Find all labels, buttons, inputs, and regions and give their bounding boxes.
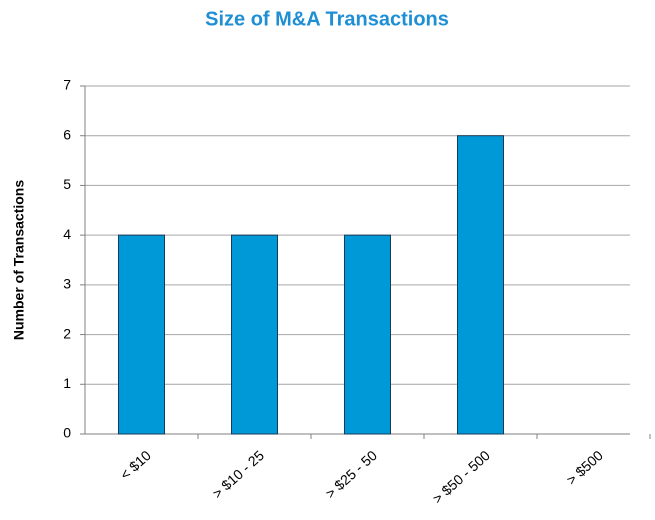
x-tick-label: > $25 - 50 [322, 447, 380, 501]
x-tick-label: > $10 - 25 [209, 447, 267, 501]
y-tick-label: 0 [63, 425, 71, 441]
x-tick-label: > $50 - 500 [429, 447, 493, 507]
chart-title: Size of M&A Transactions [205, 8, 449, 30]
bar [457, 135, 504, 435]
y-tick-label: 4 [63, 226, 71, 242]
y-tick-label: 1 [63, 375, 71, 391]
bar [344, 234, 391, 435]
y-tick-label: 6 [63, 126, 71, 142]
bar [231, 234, 278, 435]
y-axis-label: Number of Transactions [11, 180, 27, 340]
y-tick-label: 3 [63, 276, 71, 292]
y-tick-label: 2 [63, 325, 71, 341]
x-tick-label: > $500 [563, 447, 606, 488]
y-tick-label: 5 [63, 176, 71, 192]
y-tick-label: 7 [63, 77, 71, 93]
bar [118, 234, 165, 435]
x-tick-label: < $10 [117, 447, 154, 483]
